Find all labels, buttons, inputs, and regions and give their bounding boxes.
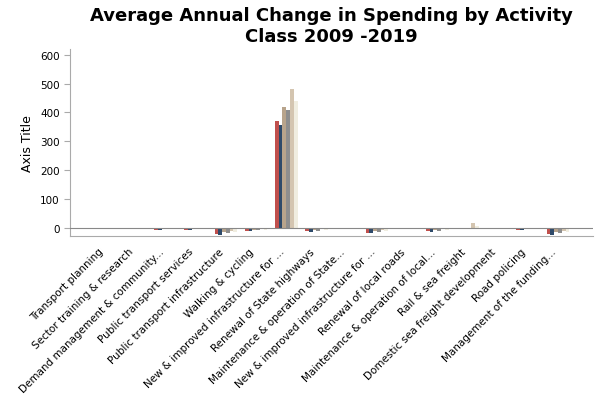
Bar — [433, 228, 437, 231]
Bar — [535, 228, 539, 230]
Bar — [369, 228, 373, 234]
Bar — [554, 228, 558, 232]
Bar — [283, 107, 286, 228]
Bar — [294, 102, 298, 228]
Bar — [347, 228, 350, 229]
Bar — [426, 228, 430, 232]
Bar — [385, 228, 388, 232]
Bar — [437, 228, 441, 231]
Bar — [532, 228, 535, 229]
Bar — [550, 228, 554, 235]
Bar — [415, 228, 418, 229]
Bar — [154, 228, 158, 231]
Bar — [335, 228, 339, 230]
Bar — [320, 228, 324, 230]
Bar — [252, 228, 256, 230]
Bar — [524, 228, 528, 230]
Bar — [128, 228, 131, 229]
Bar — [256, 228, 260, 231]
Bar — [354, 228, 358, 229]
Bar — [316, 228, 320, 231]
Bar — [158, 228, 162, 231]
Bar — [343, 228, 347, 229]
Bar — [313, 228, 316, 231]
Bar — [286, 111, 290, 228]
Bar — [263, 228, 268, 230]
Bar — [184, 228, 188, 231]
Bar — [101, 228, 105, 229]
Bar — [365, 228, 369, 233]
Bar — [215, 228, 218, 235]
Bar — [547, 228, 550, 235]
Bar — [528, 228, 532, 230]
Bar — [233, 228, 237, 233]
Bar — [218, 228, 222, 235]
Bar — [430, 228, 433, 232]
Bar — [173, 228, 177, 230]
Bar — [230, 228, 233, 231]
Bar — [445, 228, 449, 231]
Bar — [377, 228, 380, 232]
Bar — [105, 228, 109, 229]
Bar — [162, 228, 166, 230]
Bar — [309, 228, 313, 232]
Bar — [188, 228, 192, 231]
Bar — [166, 228, 169, 230]
Bar — [339, 228, 343, 230]
Bar — [113, 228, 116, 229]
Bar — [290, 90, 294, 228]
Bar — [169, 228, 173, 229]
Bar — [566, 228, 569, 233]
Bar — [305, 228, 309, 232]
Bar — [558, 228, 562, 233]
Bar — [222, 228, 226, 232]
Bar — [562, 228, 566, 231]
Bar — [260, 228, 263, 230]
Bar — [350, 228, 354, 229]
Bar — [124, 228, 128, 229]
Bar — [94, 228, 98, 229]
Bar — [275, 122, 279, 228]
Bar — [380, 228, 385, 231]
Bar — [471, 224, 475, 228]
Y-axis label: Axis Title: Axis Title — [22, 115, 34, 172]
Bar — [196, 228, 199, 230]
Bar — [324, 228, 328, 231]
Bar — [395, 228, 400, 230]
Bar — [226, 228, 230, 233]
Bar — [520, 228, 524, 231]
Bar — [475, 227, 479, 228]
Bar — [517, 228, 520, 231]
Bar — [373, 228, 377, 232]
Bar — [400, 228, 403, 230]
Bar — [199, 228, 203, 229]
Bar — [403, 228, 407, 229]
Bar — [98, 228, 101, 229]
Bar — [407, 228, 411, 229]
Bar — [441, 228, 445, 230]
Bar — [203, 228, 207, 230]
Bar — [192, 228, 196, 230]
Title: Average Annual Change in Spending by Activity
Class 2009 -2019: Average Annual Change in Spending by Act… — [90, 7, 573, 46]
Bar — [279, 126, 283, 228]
Bar — [248, 228, 252, 232]
Bar — [245, 228, 248, 231]
Bar — [411, 228, 415, 229]
